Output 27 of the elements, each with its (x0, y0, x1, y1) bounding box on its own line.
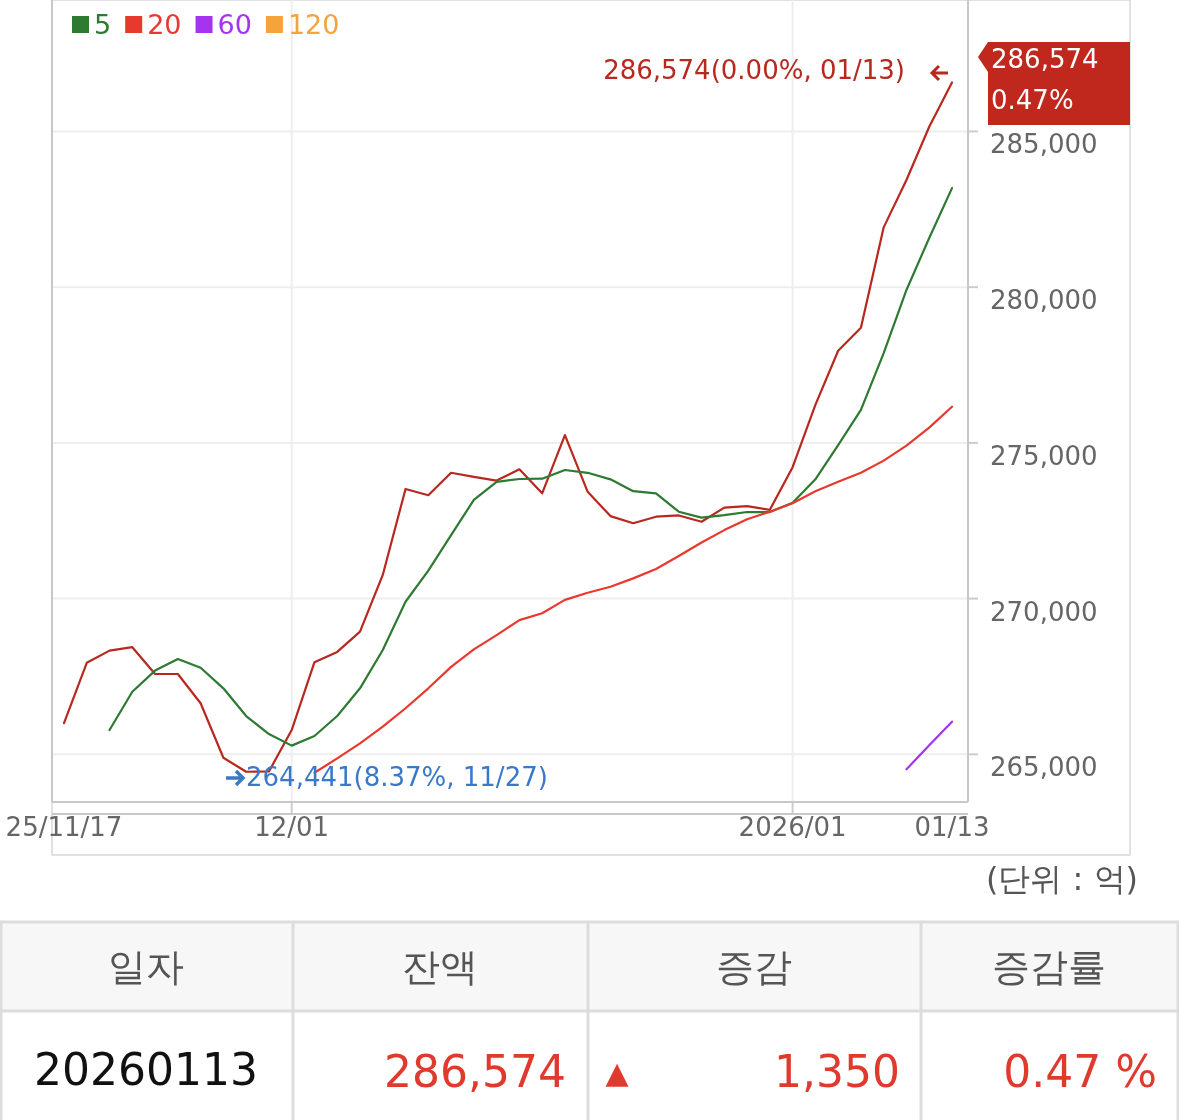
legend-label: 20 (147, 9, 182, 40)
text: (단위 : 억) (985, 860, 1138, 898)
text: 일자 (108, 945, 184, 989)
x-tick-label: 2026/01 (738, 812, 847, 842)
text: 잔액 (401, 945, 478, 989)
y-tick-label: 275,000 (990, 440, 1098, 471)
text: 1,350 (774, 1046, 900, 1097)
y-tick-label: 280,000 (990, 285, 1098, 316)
x-tick-label: 25/11/17 (5, 812, 123, 842)
x-tick-label: 01/13 (914, 812, 990, 842)
text: 0.47 % (1003, 1046, 1157, 1097)
annotation: 264,441(8.37%, 11/27) (246, 762, 548, 792)
legend-label: 60 (217, 9, 252, 40)
text: 0.47% (991, 85, 1074, 115)
y-tick-label: 265,000 (990, 752, 1098, 783)
legend-label: 120 (287, 9, 340, 40)
x-tick-label: 12/01 (254, 812, 330, 842)
text: 286,574 (991, 44, 1099, 74)
y-tick-label: 270,000 (990, 596, 1098, 627)
annotation: 286,574(0.00%, 01/13) (603, 55, 905, 85)
text: 증감률 (991, 945, 1106, 989)
text: ▲ (605, 1055, 629, 1090)
text: 20260113 (34, 1044, 258, 1095)
legend-label: 5 (94, 9, 112, 40)
y-tick-label: 285,000 (990, 129, 1098, 160)
text: 286,574 (384, 1046, 566, 1097)
text: 증감 (715, 945, 792, 989)
